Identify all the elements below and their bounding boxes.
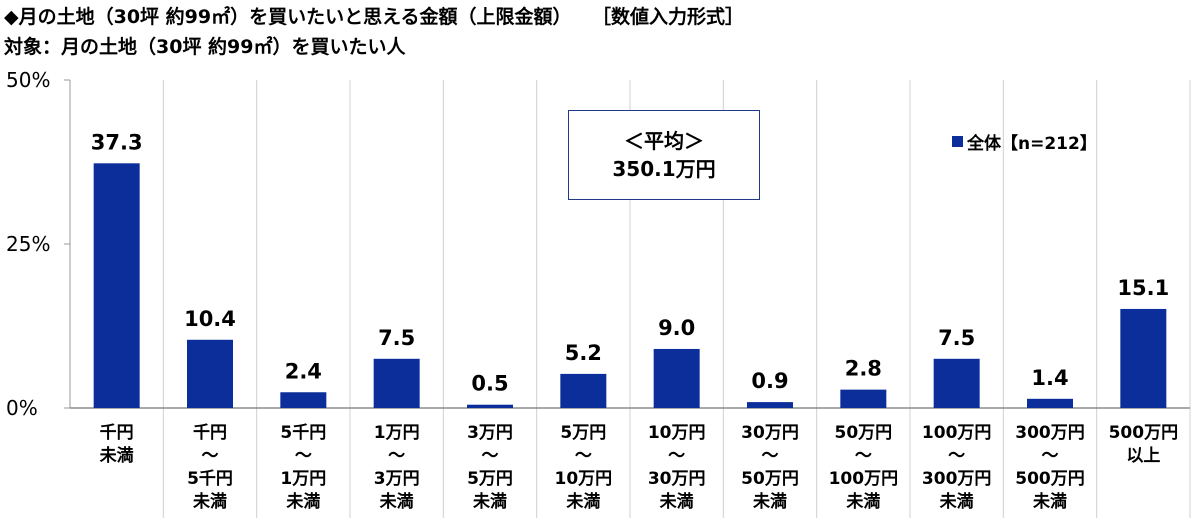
y-tick-label: 25%	[6, 232, 50, 256]
bar	[560, 373, 607, 408]
bar	[1027, 398, 1073, 408]
category-label: 千円～ 5千円未満	[187, 423, 233, 512]
legend-label: 全体【n=212】	[967, 134, 1097, 154]
data-label: 7.5	[378, 326, 415, 350]
data-label: 9.0	[658, 316, 695, 340]
bar	[280, 392, 327, 408]
y-tick-label: 0%	[6, 396, 38, 420]
data-label: 2.8	[845, 357, 882, 381]
bar	[187, 339, 233, 408]
bar	[93, 163, 140, 408]
category-label: 300万円～ 500万円未満	[1015, 423, 1085, 512]
legend: 全体【n=212】	[952, 129, 1097, 154]
bar	[653, 348, 700, 408]
category-label: 30万円～ 50万円未満	[741, 423, 799, 512]
category-label: 5千円～ 1万円未満	[280, 423, 326, 512]
bar	[840, 389, 887, 408]
category-label: 500万円以上	[1109, 423, 1179, 466]
y-tick-label: 50%	[6, 68, 50, 92]
bar	[747, 402, 793, 408]
chart-subtitle: 対象：月の土地（30坪 約99㎡）を買いたい人	[4, 36, 406, 58]
data-label: 5.2	[565, 341, 602, 365]
legend-swatch	[952, 136, 963, 147]
category-label: 5万円～ 10万円未満	[554, 423, 612, 512]
category-label: 100万円～ 300万円未満	[922, 423, 992, 512]
chart-title: ◆月の土地（30坪 約99㎡）を買いたいと思える金額（上限金額） ［数値入力形式］	[4, 4, 744, 30]
input-format-label: ［数値入力形式］	[601, 6, 745, 28]
category-label: 50万円～ 100万円未満	[829, 423, 899, 512]
data-label: 1.4	[1031, 366, 1068, 390]
category-label: 千円未満	[99, 423, 134, 466]
data-label: 15.1	[1117, 276, 1169, 300]
data-label: 7.5	[938, 326, 975, 350]
category-label: 10万円～ 30万円未満	[648, 423, 706, 512]
category-label: 1万円～ 3万円未満	[374, 423, 420, 512]
bar	[467, 404, 513, 408]
data-label: 0.9	[751, 369, 788, 393]
average-label: ＜平均＞	[624, 129, 704, 153]
data-label: 37.3	[91, 130, 143, 154]
average-value: 350.1万円	[612, 157, 716, 181]
data-label: 0.5	[471, 372, 508, 396]
bar	[933, 358, 980, 408]
average-box: ＜平均＞ 350.1万円	[568, 110, 760, 200]
data-label: 2.4	[285, 359, 322, 383]
bar	[373, 358, 420, 408]
data-label: 10.4	[184, 307, 236, 331]
chart-title-text: ◆月の土地（30坪 約99㎡）を買いたいと思える金額（上限金額）	[4, 6, 572, 28]
category-label: 3万円～ 5万円未満	[467, 423, 513, 512]
bar	[1120, 308, 1167, 408]
